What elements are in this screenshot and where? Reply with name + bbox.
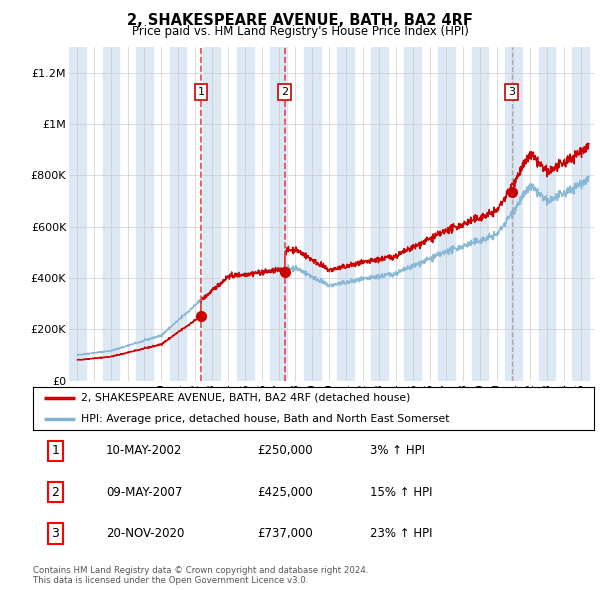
Text: 20-NOV-2020: 20-NOV-2020 [106, 527, 184, 540]
Text: 15% ↑ HPI: 15% ↑ HPI [370, 486, 432, 499]
Bar [270, 47, 287, 381]
Bar [505, 47, 522, 381]
Text: £250,000: £250,000 [257, 444, 313, 457]
Bar [103, 47, 119, 381]
Text: 3: 3 [508, 87, 515, 97]
Text: £737,000: £737,000 [257, 527, 313, 540]
Text: 2: 2 [281, 87, 288, 97]
Text: Price paid vs. HM Land Registry's House Price Index (HPI): Price paid vs. HM Land Registry's House … [131, 25, 469, 38]
Text: Contains HM Land Registry data © Crown copyright and database right 2024.
This d: Contains HM Land Registry data © Crown c… [33, 566, 368, 585]
Text: 09-MAY-2007: 09-MAY-2007 [106, 486, 182, 499]
Text: £425,000: £425,000 [257, 486, 313, 499]
Text: 2, SHAKESPEARE AVENUE, BATH, BA2 4RF: 2, SHAKESPEARE AVENUE, BATH, BA2 4RF [127, 13, 473, 28]
Text: 2, SHAKESPEARE AVENUE, BATH, BA2 4RF (detached house): 2, SHAKESPEARE AVENUE, BATH, BA2 4RF (de… [80, 393, 410, 402]
Bar [304, 47, 320, 381]
Bar [69, 47, 86, 381]
Text: 10-MAY-2002: 10-MAY-2002 [106, 444, 182, 457]
Bar [203, 47, 220, 381]
Bar [572, 47, 589, 381]
Bar [170, 47, 187, 381]
Bar [136, 47, 153, 381]
Text: 1: 1 [197, 87, 205, 97]
Text: HPI: Average price, detached house, Bath and North East Somerset: HPI: Average price, detached house, Bath… [80, 414, 449, 424]
Text: 2: 2 [52, 486, 59, 499]
Bar [539, 47, 556, 381]
Text: 23% ↑ HPI: 23% ↑ HPI [370, 527, 432, 540]
Bar [438, 47, 455, 381]
Bar [237, 47, 254, 381]
Text: 1: 1 [52, 444, 59, 457]
Text: 3% ↑ HPI: 3% ↑ HPI [370, 444, 425, 457]
Text: 3: 3 [52, 527, 59, 540]
Bar [337, 47, 354, 381]
Bar [404, 47, 421, 381]
Bar [472, 47, 488, 381]
Bar [371, 47, 388, 381]
